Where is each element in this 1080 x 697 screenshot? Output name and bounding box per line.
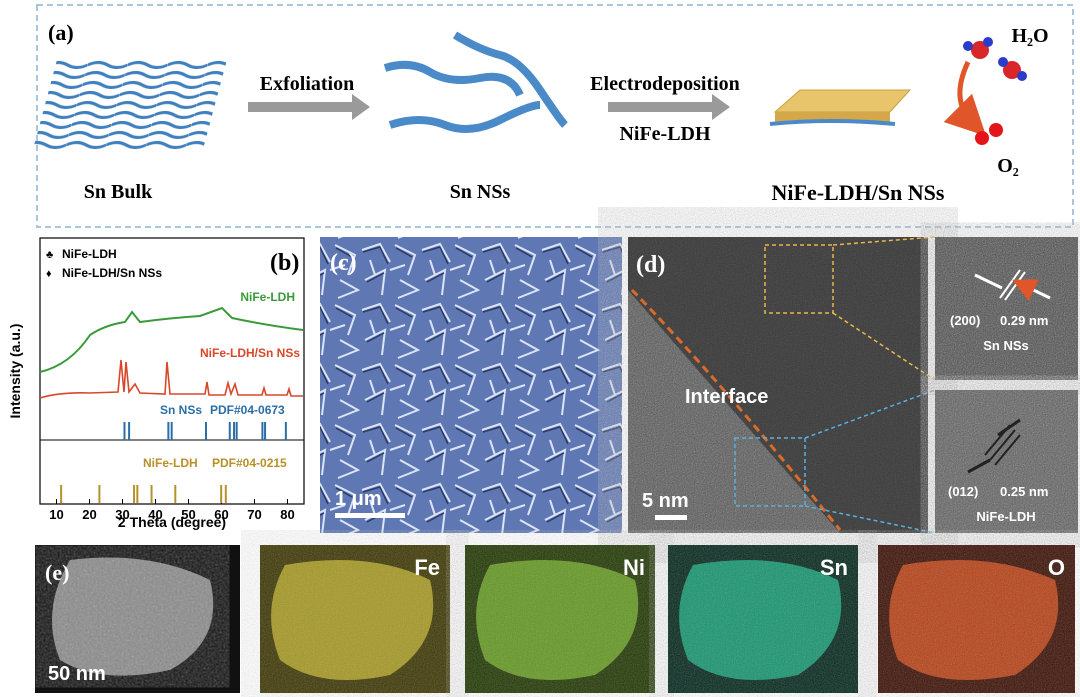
curve-label: NiFe-LDH <box>240 290 295 304</box>
bulk-icon <box>32 60 227 150</box>
inset: (200) 0.29 nm Sn NSs <box>935 237 1078 380</box>
inset-plane: (200) <box>950 313 980 328</box>
map-texture <box>260 545 450 693</box>
zoom-box <box>734 437 806 507</box>
map-element: Ni <box>623 555 645 580</box>
x-tick-label: 60 <box>214 507 228 522</box>
legend-entry: NiFe-LDH <box>62 247 117 261</box>
curve-label: NiFe-LDH/Sn NSs <box>200 346 300 360</box>
tem-dark-region <box>628 237 928 533</box>
map-element: O <box>1048 555 1065 580</box>
inset-spacing: 0.25 nm <box>1000 484 1048 499</box>
legend-symbol: ♦ <box>46 268 52 280</box>
scale-label: 1 μm <box>335 488 382 510</box>
inset-material: NiFe-LDH <box>976 509 1035 524</box>
map-texture <box>668 545 858 693</box>
reference-name: NiFe-LDH <box>143 456 198 470</box>
panel-c: (c) 1 μm <box>320 237 622 533</box>
scale-bar <box>655 515 687 520</box>
x-tick-label: 70 <box>247 507 261 522</box>
particle-texture <box>52 557 214 676</box>
zoom-lines <box>832 236 936 381</box>
reference-pdf: PDF#04-0215 <box>212 456 287 470</box>
inset: (012) 0.25 nm NiFe-LDH <box>935 390 1078 533</box>
panel-e: (e) 50 nm Fe Ni Sn O <box>35 545 1075 693</box>
stage-label: NiFe-LDH/Sn NSs <box>772 180 945 205</box>
panel-label: (d) <box>636 252 665 278</box>
x-axis-label: 2 Theta (degree) <box>118 514 226 530</box>
step-label: Electrodeposition <box>590 73 740 95</box>
inset-plane: (012) <box>948 484 978 499</box>
panel-label: (c) <box>330 250 357 276</box>
reactant: H₂O <box>1011 25 1048 47</box>
stage-label: Sn Bulk <box>84 181 153 203</box>
map-element: Sn <box>820 555 848 580</box>
reference-name: Sn NSs <box>160 403 202 417</box>
panel-label: (e) <box>45 560 69 585</box>
stage-label: Sn NSs <box>450 181 511 203</box>
x-tick-label: 80 <box>280 507 294 522</box>
x-tick-label: 20 <box>82 507 96 522</box>
curve <box>39 359 303 399</box>
panel-label: (a) <box>48 20 74 45</box>
reference-pdf: PDF#04-0673 <box>210 403 285 417</box>
product: O₂ <box>997 155 1019 177</box>
legend-entry: NiFe-LDH/Sn NSs <box>62 266 162 280</box>
x-tick-label: 40 <box>148 507 162 522</box>
scale-label: 5 nm <box>642 490 689 512</box>
inset-spacing: 0.29 nm <box>1000 313 1048 328</box>
step-sublabel: NiFe-LDH <box>619 123 711 145</box>
y-axis-label: Intensity (a.u.) <box>7 324 23 419</box>
scale-bar <box>335 513 405 518</box>
arrow <box>248 94 370 120</box>
panel-a: (a) Sn Bulk Exfoliation Sn NSs Electrode… <box>32 4 1074 228</box>
x-tick-label: 10 <box>49 507 63 522</box>
zoom-box <box>764 244 834 314</box>
curve <box>39 306 304 373</box>
inset-material: Sn NSs <box>983 338 1029 353</box>
map-texture <box>878 545 1075 693</box>
legend-symbol: ♣ <box>46 249 53 261</box>
x-tick-label: 50 <box>181 507 195 522</box>
eds-maps: Fe Ni Sn O <box>260 545 1075 693</box>
sem-image <box>320 237 622 533</box>
panel-b: (b) ♣ NiFe-LDH ♦ NiFe-LDH/Sn NSs NiFe-LD… <box>7 237 305 530</box>
panel-label: (b) <box>270 250 299 276</box>
panel-d: (d) Interface 5 nm (200) 0.29 nm Sn NSs … <box>628 236 1078 534</box>
map-texture <box>465 545 655 693</box>
molecules <box>943 37 1027 145</box>
x-tick-label: 30 <box>115 507 129 522</box>
ldh-icon <box>769 89 912 126</box>
arrow <box>608 94 730 120</box>
interface-line <box>630 288 842 531</box>
step-label: Exfoliation <box>260 73 354 95</box>
map-element: Fe <box>414 555 440 580</box>
nanosheet-icon <box>383 31 568 133</box>
zoom-lines <box>804 389 936 534</box>
scale-label: 50 nm <box>48 663 106 685</box>
interface-label: Interface <box>685 386 768 408</box>
